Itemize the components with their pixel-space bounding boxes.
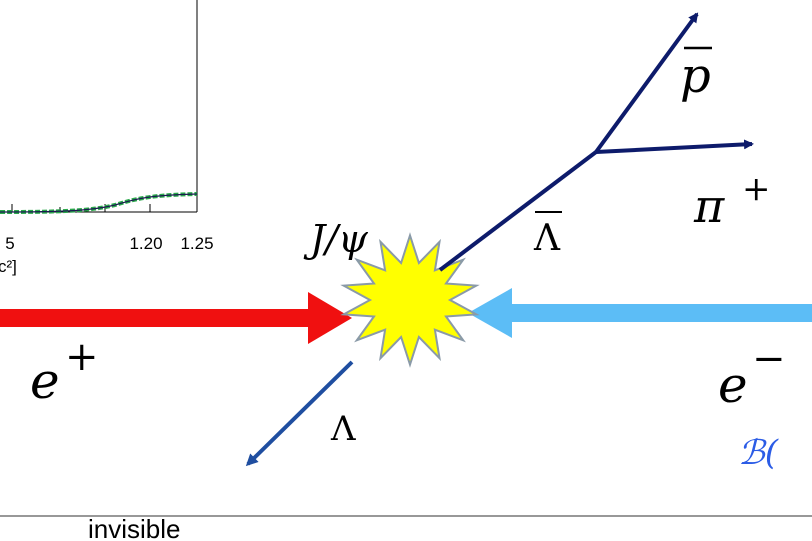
- positron-arrowhead: [308, 292, 352, 344]
- positron-label: e: [30, 352, 60, 410]
- electron-label: e: [718, 356, 748, 414]
- positron-beam: [0, 309, 310, 327]
- tick-label: 1.25: [180, 234, 213, 253]
- diagram: 5 1.20 1.25 c²] J/ψ Λ p π + e + e − Λ ℬ(…: [0, 0, 812, 541]
- page: 5 1.20 1.25 c²] J/ψ Λ p π + e + e − Λ ℬ(…: [0, 0, 812, 541]
- jpsi-label: J/ψ: [303, 217, 369, 261]
- lambda-bar-track: [440, 152, 596, 270]
- electron-charge: −: [752, 336, 786, 382]
- axis-label: c²]: [0, 257, 17, 276]
- plot-fragment: 5 1.20 1.25 c²]: [0, 0, 214, 276]
- pion-track: [596, 144, 752, 152]
- pbar-label: p: [680, 48, 711, 104]
- electron-beam: [510, 304, 812, 322]
- invisible-label: invisible: [88, 514, 181, 541]
- pion-label: π: [693, 179, 725, 233]
- pion-charge: +: [742, 169, 771, 209]
- tick-label: 5: [5, 234, 14, 253]
- lambda-label: Λ: [330, 409, 356, 449]
- lambda-bar-label: Λ: [533, 218, 561, 259]
- fit-curve: [0, 194, 197, 212]
- branching-label: ℬ(: [738, 433, 779, 473]
- positron-charge: +: [65, 334, 99, 380]
- tick-label: 1.20: [129, 234, 162, 253]
